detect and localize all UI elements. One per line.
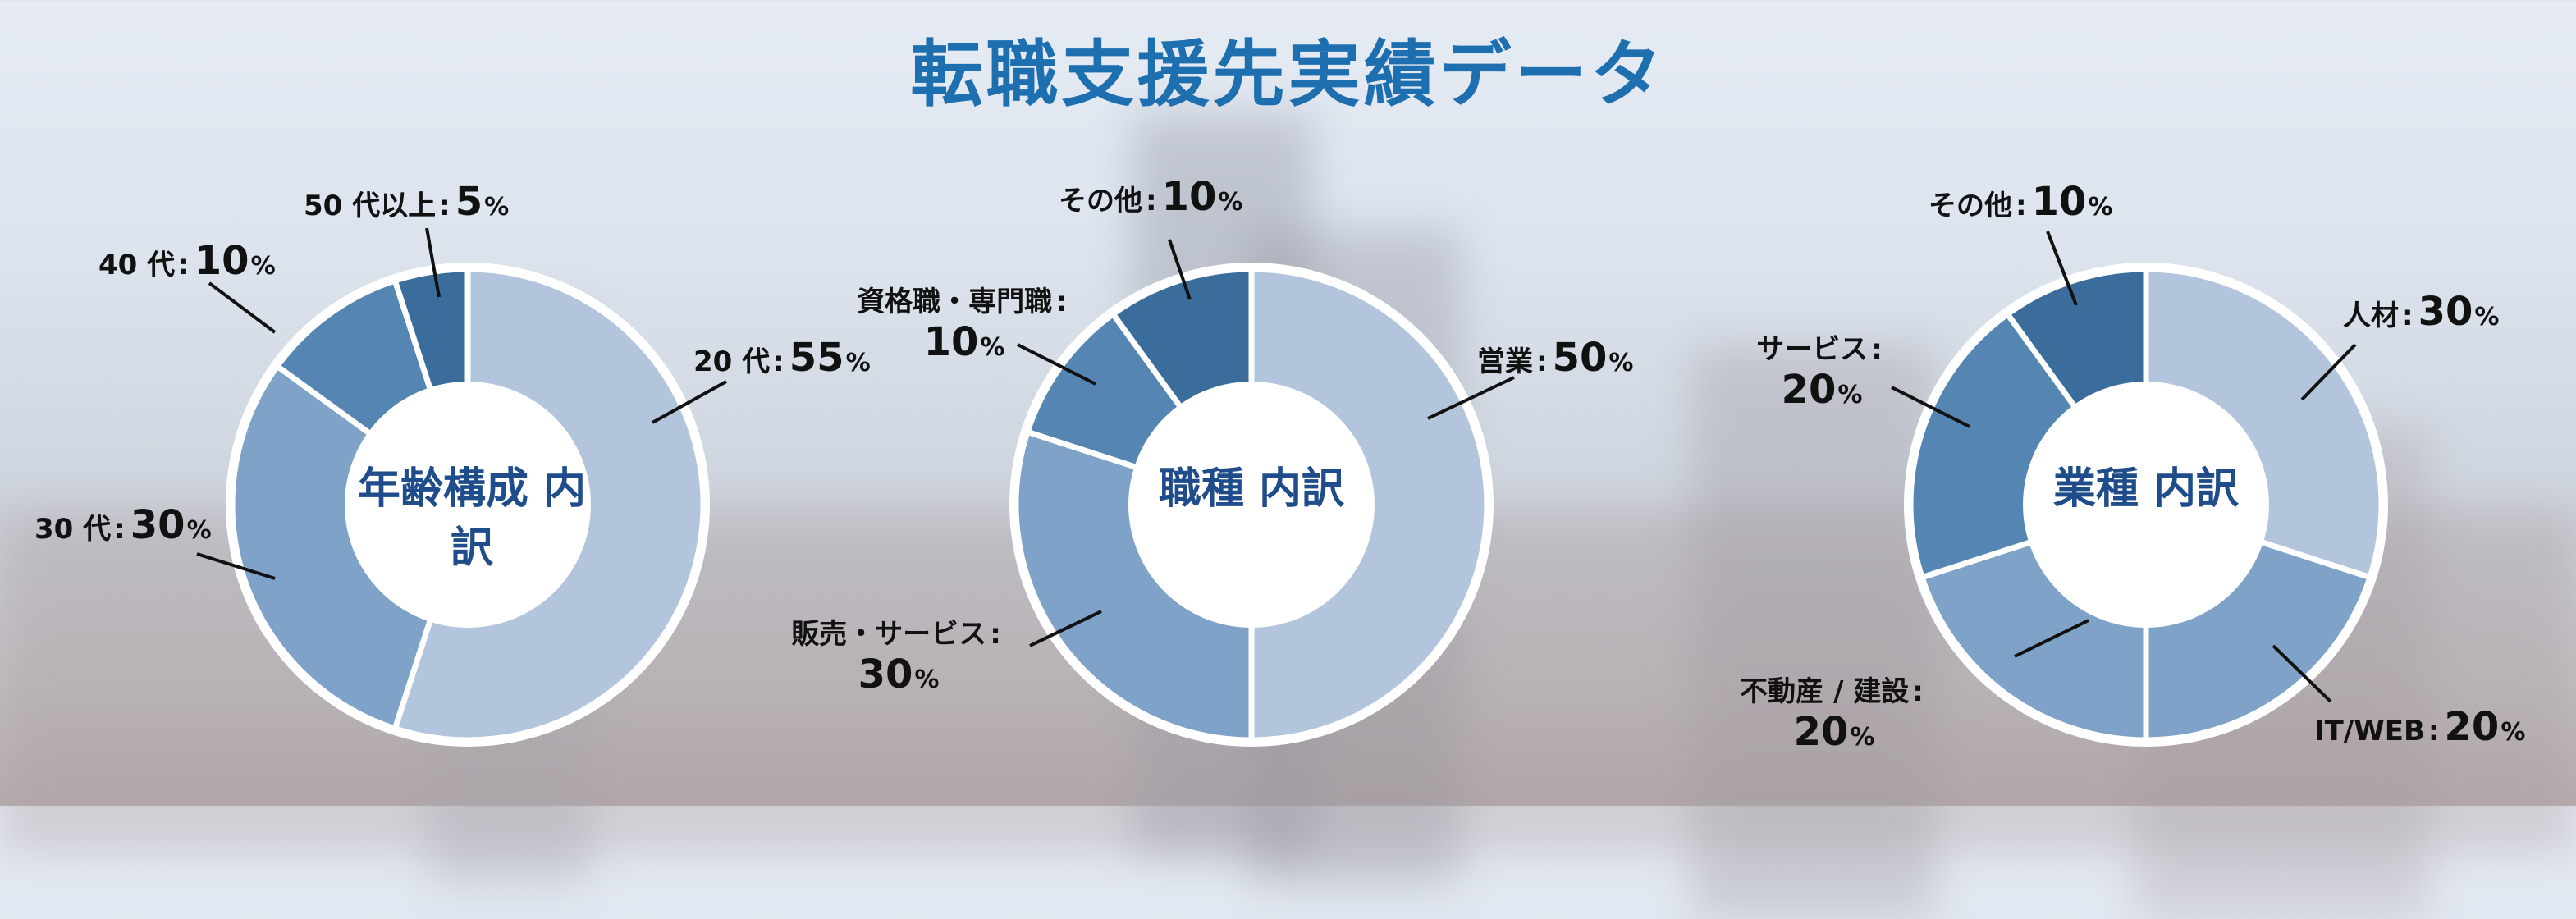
occupation-label-retail-value: 30 (858, 652, 913, 697)
industry-label-other-value: 10 (2031, 179, 2087, 225)
age-donut-chart (196, 227, 2382, 740)
occupation-label-sales-unit: % (1608, 349, 1634, 377)
occupation-label-other: その他:10% (1059, 174, 1243, 220)
age-label-30s-value: 30 (130, 502, 185, 548)
occupation-center-label: 職種 内訳 (1124, 460, 1379, 519)
occupation-label-other-value: 10 (1161, 174, 1217, 220)
occupation-label-other-unit: % (1218, 188, 1243, 217)
age-center-line-2: 内訳 (450, 464, 587, 573)
industry-leader-line-3 (2014, 619, 2089, 658)
industry-label-other-unit: % (2088, 193, 2113, 222)
age-label-30s-unit: % (186, 516, 212, 545)
age-label-30s-name: 30 代 (34, 513, 112, 546)
age-label-40s-name: 40 代 (98, 249, 176, 281)
industry-leader-line-1 (2300, 343, 2357, 401)
age-label-20s: 20 代:55% (693, 335, 871, 381)
industry-center-line-2: 内訳 (2153, 464, 2240, 514)
occupation-label-professional-unit: % (980, 333, 1005, 362)
occupation-label-professional: 資格職・専門職: 10% (857, 286, 1067, 365)
occupation-center-line-1: 職種 (1158, 464, 1244, 514)
age-center-hole (345, 382, 591, 628)
industry-center-hole (2023, 382, 2269, 628)
industry-label-service-name: サービス (1756, 333, 1869, 366)
age-label-50s-value: 5 (455, 179, 483, 225)
industry-label-it-web: IT/WEB:20% (2314, 704, 2526, 750)
occupation-label-other-name: その他 (1059, 185, 1142, 217)
occupation-center-hole (1128, 382, 1375, 628)
industry-label-hr-value: 30 (2418, 289, 2473, 335)
industry-label-service-unit: % (1837, 381, 1863, 409)
age-slice-2 (229, 363, 471, 732)
industry-center-label: 業種 内訳 (2019, 460, 2273, 519)
occupation-label-retail-unit: % (914, 665, 940, 694)
occupation-label-sales-value: 50 (1552, 335, 1608, 381)
occupation-center-line-2: 内訳 (1259, 464, 1345, 514)
industry-label-it-web-name: IT/WEB (2314, 715, 2425, 748)
age-label-40s-value: 10 (194, 238, 249, 284)
industry-label-service-value: 20 (1781, 367, 1837, 413)
page-title: 転職支援先実績データ (910, 31, 1666, 117)
age-label-20s-name: 20 代 (693, 345, 771, 378)
industry-center-line-1: 業種 (2052, 464, 2139, 514)
age-label-20s-value: 55 (789, 335, 844, 381)
age-center-label: 年齢構成 内訳 (341, 460, 603, 578)
occupation-leader-line-3 (1017, 343, 1096, 386)
age-label-40s: 40 代:10% (98, 238, 276, 284)
industry-label-it-web-unit: % (2501, 718, 2526, 747)
industry-label-hr: 人材:30% (2343, 289, 2500, 335)
occupation-leader-line-4 (1168, 239, 1192, 300)
occupation-label-professional-name: 資格職・専門職 (857, 286, 1053, 318)
age-label-50s-name: 50 代以上 (304, 190, 437, 222)
industry-label-service: サービス: 20% (1756, 333, 1883, 413)
age-label-50s-plus: 50 代以上:5% (304, 179, 510, 225)
age-center-line-1: 年齢構成 (357, 464, 528, 514)
industry-label-hr-unit: % (2474, 303, 2500, 331)
industry-leader-line-2 (2272, 644, 2332, 703)
industry-label-hr-name: 人材 (2343, 299, 2399, 332)
industry-label-other-name: その他 (1929, 190, 2012, 222)
age-label-40s-unit: % (250, 252, 276, 281)
occupation-label-retail-name: 販売・サービス (791, 618, 987, 651)
age-leader-line-2 (196, 552, 276, 580)
occupation-label-sales-name: 営業 (1477, 345, 1533, 378)
age-leader-line-4 (425, 227, 441, 298)
age-leader-line-1 (652, 380, 727, 424)
age-label-30s: 30 代:30% (34, 502, 212, 548)
occupation-label-sales: 営業:50% (1477, 335, 1634, 381)
age-leader-line-3 (208, 281, 277, 334)
industry-label-real-estate: 不動産 / 建設: 20% (1740, 675, 1924, 755)
age-label-50s-unit: % (484, 193, 510, 222)
occupation-leader-line-2 (1029, 610, 1102, 647)
industry-label-it-web-value: 20 (2444, 704, 2500, 750)
occupation-label-retail-service: 販売・サービス: 30% (791, 618, 1001, 697)
industry-label-real-estate-value: 20 (1793, 709, 1849, 755)
industry-leader-line-4 (1891, 386, 1970, 428)
industry-leader-line-5 (2046, 231, 2078, 306)
age-label-20s-unit: % (845, 349, 871, 377)
industry-label-real-estate-unit: % (1850, 723, 1875, 752)
industry-label-other: その他:10% (1929, 179, 2113, 225)
industry-label-real-estate-name: 不動産 / 建設 (1740, 675, 1910, 708)
occupation-label-professional-value: 10 (923, 319, 979, 365)
occupation-leader-line-1 (1427, 376, 1515, 420)
